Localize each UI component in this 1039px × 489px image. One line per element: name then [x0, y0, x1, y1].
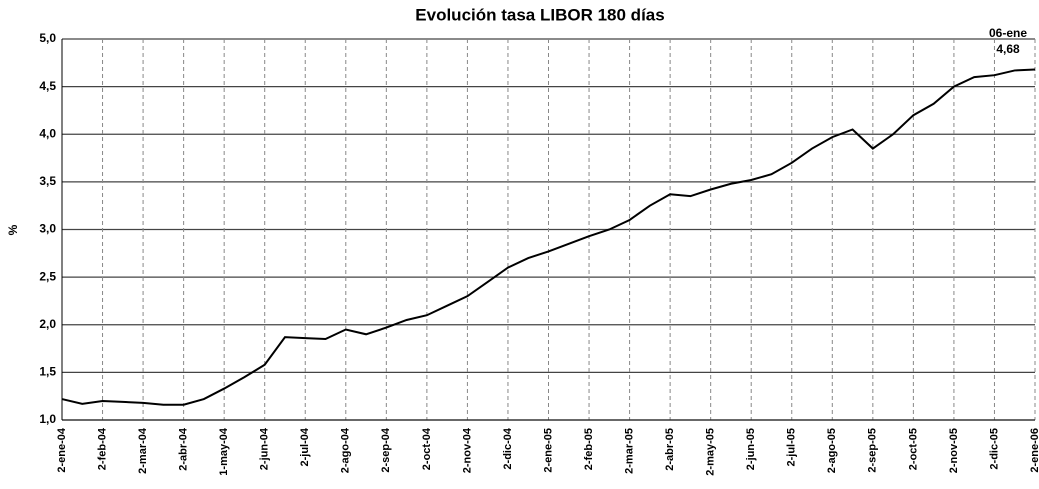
y-tick-label: 4,0: [39, 126, 56, 140]
x-tick-label: 2-abr-05: [664, 428, 676, 471]
x-tick-label: 2-feb-05: [583, 428, 595, 470]
y-tick-label: 1,0: [39, 412, 56, 426]
annotation: 4,68: [996, 42, 1020, 56]
x-tick-label: 2-may-05: [705, 428, 717, 476]
x-tick-label: 2-dic-05: [988, 428, 1000, 470]
series-line: [61, 68, 1036, 406]
y-tick-label: 2,0: [39, 317, 56, 331]
x-tick-label: 2-ene-06: [1029, 428, 1039, 473]
x-tick-label: 1-may-04: [218, 427, 230, 476]
x-tick-label: 2-mar-05: [623, 428, 635, 474]
y-tick-label: 1,5: [39, 365, 56, 379]
x-tick-label: 2-jul-05: [786, 428, 798, 467]
y-axis-label: %: [6, 224, 20, 235]
y-tick-label: 3,5: [39, 174, 56, 188]
y-tick-label: 5,0: [39, 31, 56, 45]
x-tick-label: 2-ene-04: [56, 427, 68, 473]
x-tick-label: 2-jun-05: [745, 428, 757, 470]
x-tick-label: 2-feb-04: [96, 427, 108, 470]
chart-title: Evolución tasa LIBOR 180 días: [415, 5, 664, 24]
x-tick-label: 2-mar-04: [137, 427, 149, 474]
y-tick-label: 2,5: [39, 269, 56, 283]
y-tick-label: 3,0: [39, 222, 56, 236]
x-tick-label: 2-ago-05: [826, 428, 838, 473]
x-tick-label: 2-oct-04: [421, 427, 433, 470]
annotation: 06-ene: [989, 26, 1027, 40]
x-tick-label: 2-nov-04: [461, 427, 473, 473]
x-tick-label: 2-ago-04: [340, 427, 352, 473]
x-tick-label: 2-oct-05: [907, 428, 919, 470]
x-tick-label: 2-nov-05: [948, 428, 960, 473]
x-tick-label: 2-abr-04: [178, 427, 190, 471]
x-tick-label: 2-jun-04: [259, 427, 271, 470]
x-tick-label: 2-sep-05: [867, 428, 879, 473]
x-tick-label: 2-ene-05: [542, 428, 554, 473]
x-tick-label: 2-jul-04: [299, 427, 311, 466]
y-tick-label: 4,5: [39, 79, 56, 93]
x-tick-label: 2-dic-04: [502, 427, 514, 469]
x-tick-label: 2-sep-04: [380, 427, 392, 473]
